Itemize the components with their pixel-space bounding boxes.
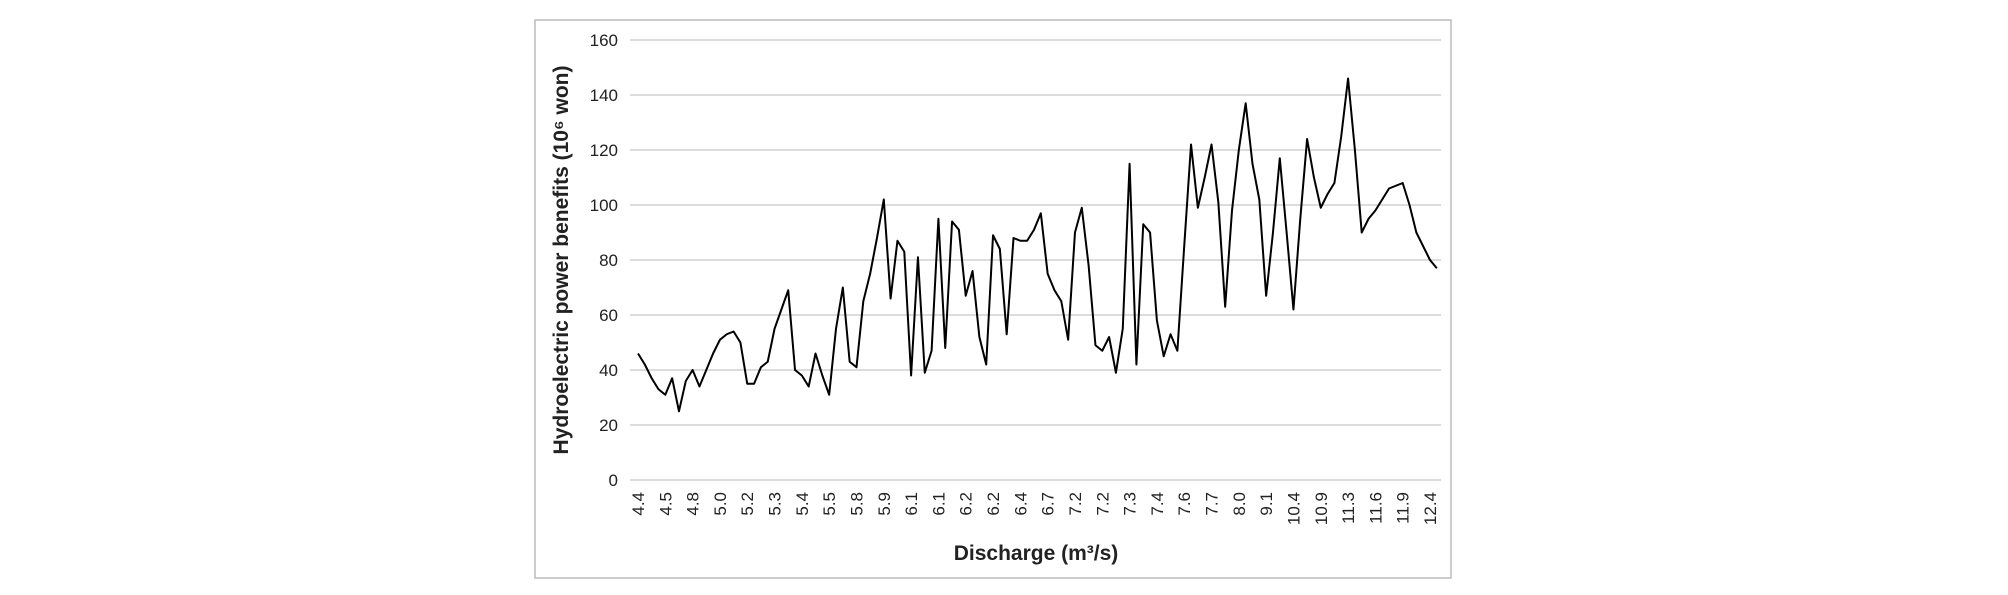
x-tick-label: 6.7: [1039, 492, 1058, 516]
x-tick-label: 6.2: [957, 492, 976, 516]
x-tick-label: 6.4: [1011, 492, 1030, 516]
y-tick-label: 120: [590, 141, 618, 160]
x-tick-label: 5.9: [875, 492, 894, 516]
y-axis-title: Hydroelectric power benefits (10⁶ won): [550, 66, 573, 455]
x-tick-label: 5.2: [738, 492, 757, 516]
y-tick-label: 40: [599, 361, 618, 380]
x-tick-label: 7.3: [1121, 492, 1140, 516]
x-tick-label: 5.5: [820, 492, 839, 516]
x-tick-label: 5.0: [711, 492, 730, 516]
x-tick-label: 4.5: [656, 492, 675, 516]
y-tick-label: 80: [599, 251, 618, 270]
x-tick-label: 11.9: [1394, 492, 1413, 524]
x-tick-label: 8.0: [1230, 492, 1249, 516]
y-tick-label: 60: [599, 306, 618, 325]
x-tick-label: 7.6: [1175, 492, 1194, 516]
y-tick-label: 100: [590, 196, 618, 215]
y-tick-label: 160: [590, 31, 618, 50]
y-tick-label: 20: [599, 416, 618, 435]
y-tick-label: 140: [590, 86, 618, 105]
x-tick-label: 7.2: [1093, 492, 1112, 516]
x-tick-label: 10.9: [1312, 492, 1331, 525]
x-tick-label: 5.8: [847, 492, 866, 516]
x-tick-label: 11.6: [1366, 492, 1385, 524]
x-tick-label: 6.1: [929, 492, 948, 516]
chart-frame: [534, 19, 1452, 579]
x-tick-label: 11.3: [1339, 492, 1358, 524]
x-tick-label: 7.7: [1203, 492, 1222, 516]
x-tick-label: 6.1: [902, 492, 921, 516]
x-tick-label: 10.4: [1284, 492, 1303, 525]
x-tick-label: 12.4: [1421, 492, 1440, 525]
x-tick-label: 4.8: [684, 492, 703, 516]
y-tick-label: 0: [609, 471, 618, 490]
x-tick-label: 7.4: [1148, 492, 1167, 516]
x-tick-label: 5.3: [766, 492, 785, 516]
x-tick-label: 7.2: [1066, 492, 1085, 516]
x-axis-title: Discharge (m³/s): [954, 542, 1119, 565]
x-tick-label: 6.2: [984, 492, 1003, 516]
x-tick-label: 4.4: [629, 492, 648, 516]
data-line: [637, 77, 1438, 413]
x-tick-label: 9.1: [1257, 492, 1276, 516]
x-tick-label: 5.4: [793, 492, 812, 516]
